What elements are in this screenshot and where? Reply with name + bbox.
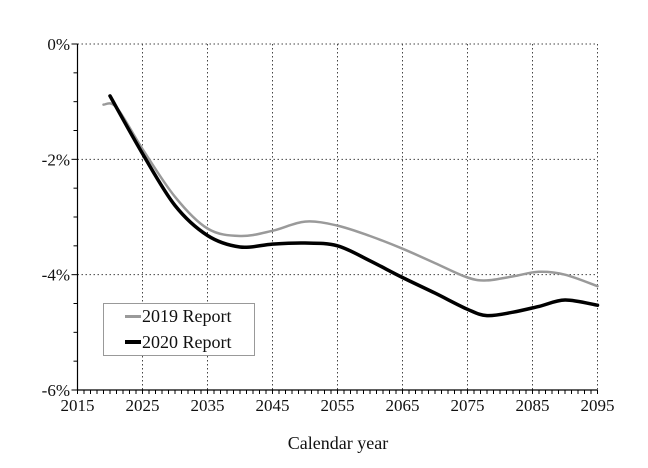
x-tick-label-2085: 2085 [516,396,550,415]
x-axis-title: Calendar year [287,433,389,453]
y-tick-label--4: -4% [42,266,70,285]
x-tick-label-2055: 2055 [321,396,355,415]
y-tick-label--2: -2% [42,150,70,169]
legend-item-2019-report: 2019 Report [125,304,254,330]
legend-line-sample-2019 [125,315,141,319]
x-tick-label-2035: 2035 [191,396,225,415]
series-line-2020-report [108,94,600,318]
series-line-2019-report [102,102,599,288]
x-tick-label-2025: 2025 [126,396,160,415]
y-tick-label-0: 0% [47,35,70,54]
legend-item-2020-report: 2020 Report [125,330,254,356]
y-tick-label--6: -6% [42,381,70,400]
legend-line-sample-2020 [125,340,141,345]
x-tick-label-2015: 2015 [61,396,95,415]
x-tick-label-2045: 2045 [256,396,290,415]
legend-label-2019-report: 2019 Report [142,306,232,327]
legend: 2019 Report 2020 Report [103,303,255,356]
x-tick-label-2075: 2075 [451,396,485,415]
x-tick-label-2065: 2065 [386,396,420,415]
x-tick-label-2095: 2095 [581,396,615,415]
legend-label-2020-report: 2020 Report [142,331,232,352]
